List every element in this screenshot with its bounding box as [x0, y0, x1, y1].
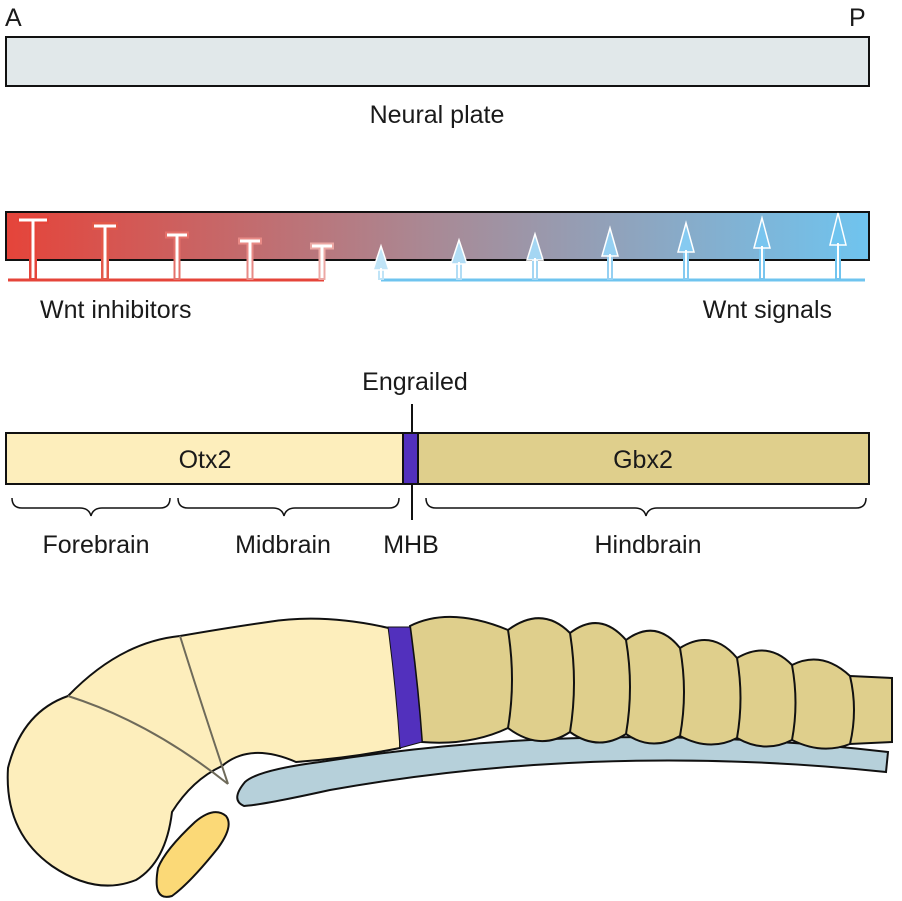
- gbx2-domain: [417, 432, 870, 485]
- hindbrain-segment: [787, 658, 855, 750]
- signal-arrow: [525, 231, 545, 280]
- forebrain-midbrain: [6, 617, 407, 887]
- hindbrain-segment: [675, 639, 742, 746]
- telencephalon-boundary: [67, 695, 229, 785]
- gbx2-label: Gbx2: [613, 446, 673, 474]
- hindbrain-segment: [621, 629, 685, 745]
- wnt-signals: [371, 212, 865, 282]
- neural-plate-label: Neural plate: [370, 101, 505, 129]
- signal-arrow: [829, 212, 847, 280]
- signal-arrow: [449, 237, 469, 280]
- wnt-signals-label: Wnt signals: [703, 296, 832, 324]
- wnt-gradient-bar: [5, 211, 870, 261]
- hindbrain-label: Hindbrain: [594, 531, 701, 559]
- hindbrain-segment: [503, 617, 575, 743]
- posterior-label: P: [849, 4, 866, 32]
- embryo-illustration: [6, 615, 893, 898]
- wnt-inhibitors-label: Wnt inhibitors: [40, 296, 191, 324]
- inhibitor-symbol: [238, 237, 262, 280]
- mhb-band: [387, 626, 423, 749]
- wnt-inhibitors: [8, 216, 334, 282]
- diencephalon-boundary: [179, 635, 229, 785]
- hindbrain-brace: [425, 497, 867, 517]
- eye: [155, 811, 230, 898]
- hindbrain-segment: [732, 649, 797, 748]
- otx2-domain: [5, 432, 404, 485]
- inhibitor-symbol: [165, 231, 189, 280]
- inhibitor-symbol: [92, 222, 118, 280]
- mhb-label: MHB: [383, 531, 439, 559]
- forebrain-label: Forebrain: [43, 531, 150, 559]
- forebrain-brace: [11, 497, 171, 517]
- neural-plate-bar: [5, 36, 870, 87]
- signal-arrow: [753, 215, 771, 280]
- inhibitor-symbol: [310, 242, 334, 280]
- otx2-label: Otx2: [179, 446, 232, 474]
- notochord: [236, 736, 890, 808]
- hindbrain-segment: [408, 615, 513, 744]
- hindbrain-segment: [565, 622, 631, 744]
- inhibitor-symbol: [17, 216, 49, 280]
- engrailed-domain: [402, 432, 419, 485]
- signal-arrow: [371, 243, 391, 280]
- engrailed-label: Engrailed: [362, 368, 468, 396]
- anterior-label: A: [5, 4, 22, 32]
- signal-arrow: [601, 225, 619, 280]
- midbrain-brace: [177, 497, 400, 517]
- midbrain-label: Midbrain: [235, 531, 331, 559]
- signal-arrow: [677, 220, 695, 280]
